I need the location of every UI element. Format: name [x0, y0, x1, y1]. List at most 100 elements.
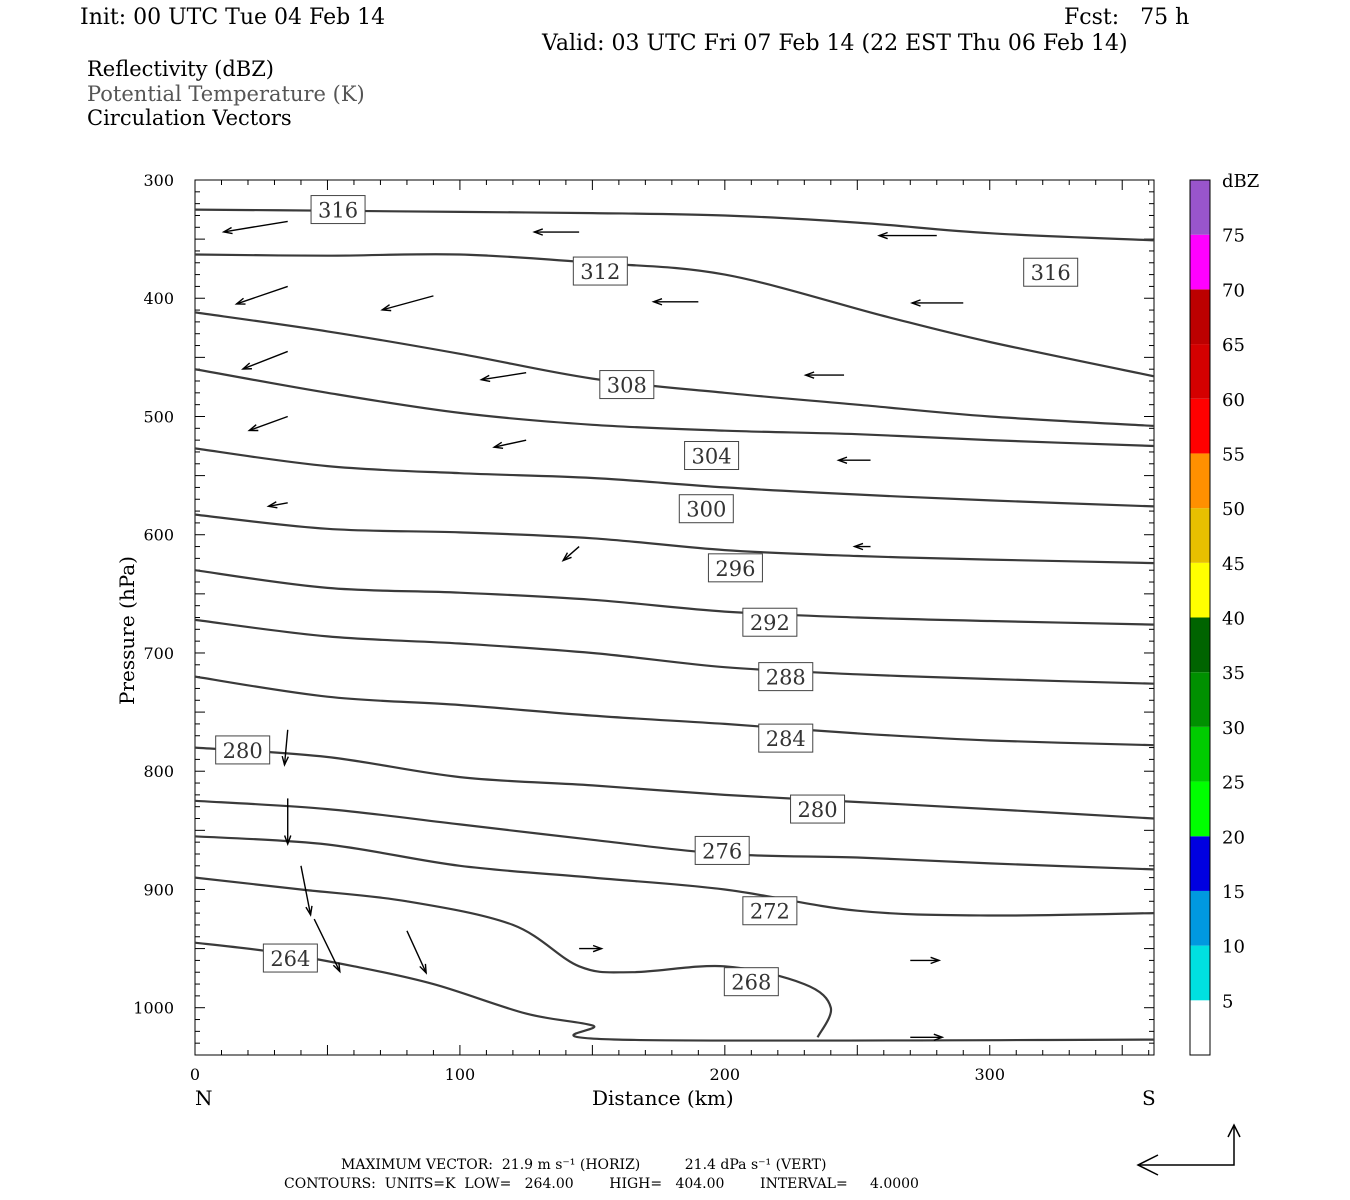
isentrope-280 — [195, 746, 1154, 820]
colorbar-bin — [1190, 344, 1210, 399]
vector-shaft — [236, 285, 288, 305]
vector-shaft — [268, 502, 288, 507]
circulation-vector — [313, 918, 341, 974]
vector-head — [933, 1033, 945, 1042]
contour-label-text: 280 — [798, 798, 838, 822]
circulation-vector — [241, 350, 288, 370]
vector-shaft — [313, 918, 341, 972]
vector-head — [592, 944, 604, 953]
max-vector-note: MAXIMUM VECTOR: 21.9 m s⁻¹ (HORIZ) 21.4 … — [341, 1157, 827, 1173]
contour-label-text: 316 — [1031, 261, 1071, 285]
colorbar-label: 40 — [1222, 609, 1245, 630]
x-tick-label: 100 — [445, 1065, 476, 1084]
y-tick-label: 500 — [143, 407, 174, 426]
circulation-vector — [479, 372, 527, 383]
contour-label-box — [723, 967, 779, 997]
contour-label-276: 276 — [694, 835, 750, 865]
colorbar-bin — [1190, 180, 1210, 235]
contour-label-text: 272 — [750, 900, 790, 924]
contour-label-text: 300 — [686, 498, 726, 522]
y-tick-label: 700 — [143, 644, 174, 663]
vector-shaft — [406, 930, 427, 974]
x-tick-label: 300 — [974, 1065, 1005, 1084]
contour-label-316: 316 — [1023, 257, 1079, 287]
contour-label-text: 284 — [766, 727, 806, 751]
contour-label-280: 280 — [215, 735, 271, 765]
vector-head — [930, 956, 942, 965]
vector-head — [221, 226, 233, 235]
contour-label-box — [758, 723, 814, 753]
contour-label-box — [742, 896, 798, 926]
vector-head — [247, 424, 259, 432]
circulation-vector — [803, 371, 845, 379]
vector-head — [266, 501, 278, 509]
colorbar-bin — [1190, 398, 1210, 454]
colorbar-bin — [1190, 836, 1210, 891]
colorbar-label: 25 — [1222, 773, 1245, 794]
contour-label-box — [572, 256, 628, 286]
isentrope-300 — [195, 447, 1154, 508]
vector-shaft — [283, 729, 289, 765]
colorbar-label: 65 — [1222, 335, 1245, 356]
contour-label-box — [694, 835, 750, 865]
vector-shaft — [493, 439, 527, 448]
isentrope-292 — [195, 569, 1154, 626]
circulation-vector — [561, 546, 580, 562]
plot-frame — [194, 179, 1155, 1056]
isentrope-284 — [195, 675, 1154, 747]
contour-label-300: 300 — [678, 494, 734, 524]
circulation-vector — [910, 1033, 945, 1042]
south-label: S — [1142, 1086, 1156, 1110]
vector-head — [234, 297, 246, 305]
circulation-vector — [579, 944, 604, 953]
isentrope-288 — [195, 618, 1154, 685]
circulation-vector — [380, 295, 434, 312]
isentrope-312 — [195, 253, 1154, 378]
contour-label-box — [310, 195, 366, 225]
colorbar-bin — [1190, 945, 1210, 1001]
contour-label-text: 276 — [702, 839, 742, 863]
contour-label-316: 316 — [310, 195, 366, 225]
vector-head — [561, 552, 572, 562]
isentrope-264 — [195, 941, 1154, 1042]
y-axis-title: Pressure (hPa) — [115, 556, 139, 705]
circulation-vector — [532, 228, 580, 236]
colorbar-label: 45 — [1222, 554, 1245, 575]
contour-label-text: 292 — [750, 611, 790, 635]
vector-head — [281, 755, 289, 767]
vector-head — [492, 441, 504, 450]
contour-label-box — [790, 794, 846, 824]
colorbar-bin — [1190, 672, 1210, 727]
colorbar-bin — [1190, 617, 1210, 673]
contour-label-272: 272 — [742, 896, 798, 926]
contour-label-box — [678, 494, 734, 524]
y-tick-label: 800 — [143, 762, 174, 781]
circulation-vector — [221, 220, 288, 235]
circulation-vector — [651, 298, 699, 306]
circulation-vector — [836, 456, 871, 464]
colorbar-label: 50 — [1222, 499, 1245, 520]
y-tick-label: 900 — [143, 880, 174, 899]
isentrope-308 — [195, 311, 1154, 427]
vector-head — [651, 298, 663, 306]
circulation-vector — [852, 542, 871, 551]
contour-label-box — [1023, 257, 1079, 287]
contour-label-text: 304 — [692, 445, 732, 469]
vector-shaft — [242, 350, 288, 370]
colorbar-bin — [1190, 726, 1210, 782]
colorbar-label: 30 — [1222, 718, 1245, 739]
contour-label-text: 268 — [731, 971, 771, 995]
circulation-vector — [234, 285, 288, 305]
contour-label-304: 304 — [684, 441, 740, 471]
contour-label-text: 316 — [318, 199, 358, 223]
valid-time: Valid: 03 UTC Fri 07 Feb 14 (22 EST Thu … — [542, 31, 1128, 56]
circulation-vector — [406, 930, 427, 975]
init-time: Init: 00 UTC Tue 04 Feb 14 — [80, 5, 386, 30]
minor-ticks — [194, 179, 1154, 1056]
circulation-vector — [910, 956, 942, 965]
isentrope-276 — [195, 799, 1154, 871]
y-tick-label: 1000 — [133, 999, 174, 1018]
vector-layer — [221, 220, 964, 1042]
contour-label-288: 288 — [758, 662, 814, 692]
vector-head — [283, 835, 292, 846]
